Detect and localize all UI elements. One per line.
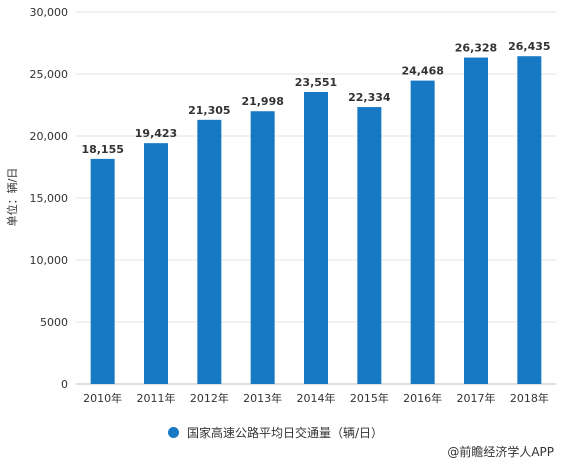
bar (304, 91, 328, 385)
y-tick-label: 5000 (40, 316, 68, 329)
data-label: 19,423 (135, 127, 177, 140)
x-axis-ticks: 2010年 2011年 2012年 2013年 2014年 2015年 2016年 2017年… (83, 391, 549, 405)
bar (144, 143, 168, 384)
x-tick-label: 2013年 (243, 391, 282, 405)
y-tick-label: 20,000 (30, 130, 69, 143)
y-tick-label: 25,000 (30, 68, 69, 81)
bar (197, 119, 222, 385)
y-tick-label: 10,000 (30, 254, 69, 267)
data-label: 18,155 (81, 143, 123, 156)
data-label: 22,334 (348, 91, 391, 104)
y-tick-label: 0 (61, 378, 68, 391)
bar (464, 57, 488, 384)
data-label: 24,468 (401, 65, 443, 78)
bar (410, 80, 435, 384)
bar (90, 158, 115, 384)
y-axis-ticks: 0 5000 10,000 15,000 20,000 25,000 30,000 (30, 6, 69, 391)
x-tick-label: 2014年 (297, 391, 336, 405)
data-label: 26,328 (455, 42, 497, 55)
bar (250, 111, 275, 385)
data-label: 21,305 (188, 104, 230, 117)
legend: 国家高速公路平均日交通量（辆/日） (168, 424, 383, 440)
x-tick-label: 2017年 (457, 391, 496, 405)
bar (517, 56, 542, 385)
legend-label: 国家高速公路平均日交通量（辆/日） (187, 425, 384, 440)
bar (357, 107, 382, 384)
x-tick-label: 2015年 (350, 391, 389, 405)
x-tick-label: 2018年 (510, 391, 549, 405)
y-axis-label: 单位：辆/日 (5, 168, 19, 227)
x-tick-label: 2016年 (403, 391, 442, 405)
data-label: 26,435 (508, 40, 550, 53)
legend-marker (168, 426, 179, 438)
x-tick-label: 2010年 (83, 391, 122, 405)
source-credit: @前瞻经济学人APP (447, 445, 554, 459)
x-tick-label: 2012年 (190, 391, 229, 405)
y-tick-label: 30,000 (30, 6, 69, 19)
y-tick-label: 15,000 (30, 192, 69, 205)
data-label: 21,998 (241, 95, 283, 108)
bars: 18,155 19,423 21,305 21,998 23,551 22,334 24,4… (81, 40, 551, 385)
data-label: 23,551 (295, 76, 337, 89)
x-tick-label: 2011年 (137, 391, 176, 405)
